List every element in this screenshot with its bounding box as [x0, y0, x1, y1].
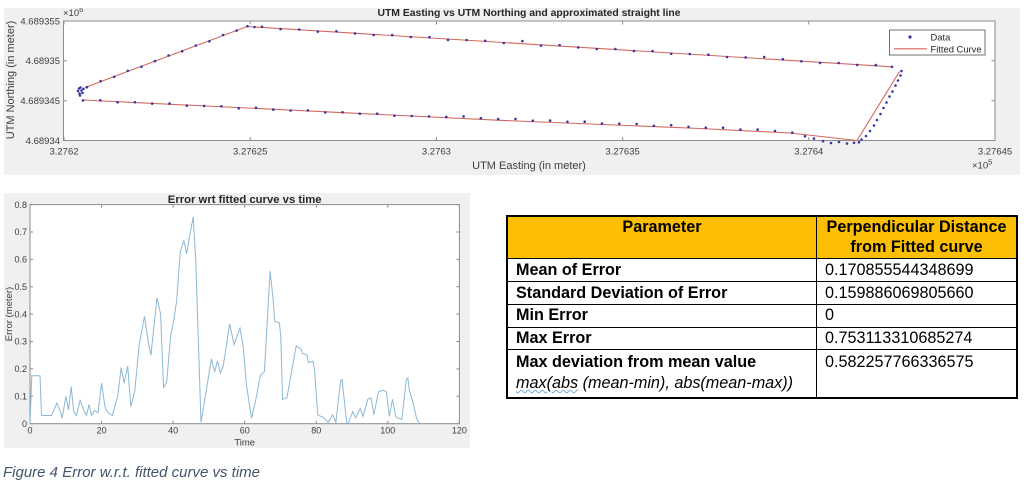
svg-text:0.3: 0.3	[14, 337, 27, 347]
svg-text:0.4: 0.4	[14, 309, 27, 319]
svg-text:Error (meter): Error (meter)	[4, 287, 15, 341]
svg-text:0: 0	[27, 426, 32, 436]
svg-text:120: 120	[452, 426, 467, 436]
svg-text:100: 100	[380, 426, 395, 436]
svg-text:0.8: 0.8	[14, 200, 27, 210]
svg-text:4.689345: 4.689345	[20, 96, 60, 107]
svg-text:0: 0	[22, 419, 27, 429]
svg-text:3.27635: 3.27635	[605, 147, 639, 158]
svg-text:0.7: 0.7	[14, 227, 27, 237]
svg-text:3.2762: 3.2762	[49, 147, 78, 158]
svg-text:20: 20	[97, 426, 107, 436]
svg-text:3.27645: 3.27645	[978, 147, 1012, 158]
svg-text:4.68935: 4.68935	[26, 56, 60, 67]
svg-text:0.5: 0.5	[14, 282, 27, 292]
svg-text:0.2: 0.2	[14, 364, 27, 374]
svg-text:4.689355: 4.689355	[20, 16, 60, 27]
svg-text:×106: ×106	[63, 8, 83, 19]
svg-text:UTM Northing (in meter): UTM Northing (in meter)	[5, 21, 17, 140]
svg-text:Error wrt fitted curve vs time: Error wrt fitted curve vs time	[168, 194, 322, 206]
svg-text:0.6: 0.6	[14, 255, 27, 265]
svg-text:UTM Easting vs UTM Northing an: UTM Easting vs UTM Northing and approxim…	[377, 8, 680, 19]
svg-text:Data: Data	[931, 32, 952, 43]
svg-text:Time: Time	[234, 438, 255, 449]
svg-text:3.2763: 3.2763	[422, 147, 451, 158]
svg-text:UTM Easting (in meter): UTM Easting (in meter)	[472, 160, 586, 172]
svg-text:3.2764: 3.2764	[794, 147, 823, 158]
svg-text:40: 40	[168, 426, 178, 436]
svg-text:3.27625: 3.27625	[233, 147, 267, 158]
svg-text:80: 80	[311, 426, 321, 436]
svg-text:0.1: 0.1	[14, 392, 27, 402]
svg-text:×105: ×105	[972, 158, 992, 172]
svg-text:60: 60	[240, 426, 250, 436]
svg-text:Fitted Curve: Fitted Curve	[931, 43, 982, 54]
svg-text:4.68934: 4.68934	[26, 136, 60, 147]
